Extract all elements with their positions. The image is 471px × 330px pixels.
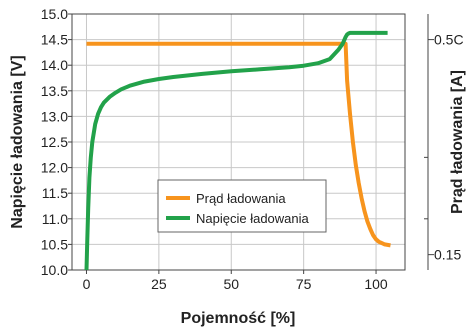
y-tick-label: 12.0 — [41, 160, 68, 176]
y-tick-label: 13.0 — [41, 108, 68, 124]
y-tick-label: 13.5 — [41, 83, 68, 99]
y-axis-title: Napięcie ładowania [V] — [9, 55, 26, 228]
y-tick-label: 10.0 — [41, 262, 68, 278]
x-tick-label: 100 — [364, 276, 388, 292]
secondary-y-axis: 0.5C 0.15 — [424, 14, 464, 270]
y-tick-label: 10.5 — [41, 236, 68, 252]
x-tick-label: 50 — [223, 276, 239, 292]
x-axis-ticks: 0 25 50 75 100 — [83, 270, 388, 292]
x-axis-title: Pojemność [%] — [181, 310, 296, 327]
y-tick-label: 14.5 — [41, 32, 68, 48]
x-tick-label: 75 — [296, 276, 312, 292]
y-tick-label: 15.0 — [41, 6, 68, 22]
y-tick-label: 11.5 — [42, 185, 68, 201]
legend-label-voltage: Napięcie ładowania — [196, 211, 310, 226]
y-tick-label: 14.0 — [41, 57, 68, 73]
x-tick-label: 0 — [83, 276, 91, 292]
series-lines — [84, 30, 391, 271]
series-line-voltage — [84, 30, 388, 271]
y2-tick-label: 0.5C — [434, 32, 464, 48]
legend: Prąd ładowania Napięcie ładowania — [157, 179, 327, 233]
y-axis-ticks: 10.0 10.5 11.0 11.5 12.0 12.5 13.0 13.5 14.0 14.5… — [41, 6, 72, 278]
y2-tick-label: 0.15 — [434, 247, 461, 263]
legend-label-current: Prąd ładowania — [196, 191, 286, 206]
y-tick-label: 12.5 — [41, 134, 68, 150]
series-line-current — [86, 41, 391, 248]
legend-box — [157, 179, 327, 233]
y2-axis-title: Prąd ładowania [A] — [449, 70, 466, 214]
x-tick-label: 25 — [151, 276, 167, 292]
y-tick-label: 11.0 — [42, 211, 68, 227]
